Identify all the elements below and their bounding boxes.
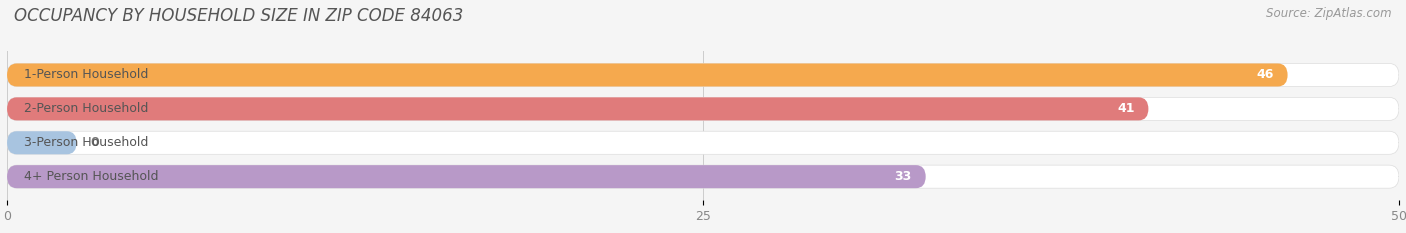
Text: 3-Person Household: 3-Person Household <box>24 136 148 149</box>
FancyBboxPatch shape <box>7 165 925 188</box>
Text: Source: ZipAtlas.com: Source: ZipAtlas.com <box>1267 7 1392 20</box>
FancyBboxPatch shape <box>7 97 1149 120</box>
Text: 33: 33 <box>894 170 912 183</box>
Text: 0: 0 <box>90 136 100 149</box>
Text: OCCUPANCY BY HOUSEHOLD SIZE IN ZIP CODE 84063: OCCUPANCY BY HOUSEHOLD SIZE IN ZIP CODE … <box>14 7 464 25</box>
FancyBboxPatch shape <box>7 131 77 154</box>
FancyBboxPatch shape <box>7 131 1399 154</box>
Text: 41: 41 <box>1116 102 1135 115</box>
FancyBboxPatch shape <box>7 63 1399 86</box>
Text: 1-Person Household: 1-Person Household <box>24 69 148 82</box>
Text: 2-Person Household: 2-Person Household <box>24 102 148 115</box>
FancyBboxPatch shape <box>7 97 1399 120</box>
Text: 4+ Person Household: 4+ Person Household <box>24 170 159 183</box>
FancyBboxPatch shape <box>7 165 1399 188</box>
Text: 46: 46 <box>1257 69 1274 82</box>
FancyBboxPatch shape <box>7 63 1288 86</box>
